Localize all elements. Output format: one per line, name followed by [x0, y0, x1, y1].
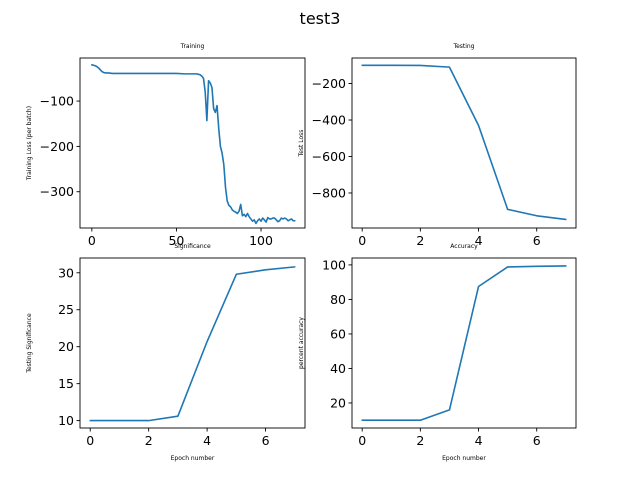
- training-ytick-label: −200: [40, 139, 74, 154]
- testing-axes-frame: [351, 57, 577, 229]
- training-xtick-label: 50: [168, 233, 184, 248]
- accuracy-axes-frame: [351, 257, 577, 429]
- accuracy-title: Accuracy: [450, 243, 478, 250]
- accuracy-xtick-label: 2: [416, 433, 424, 448]
- training-ylabel: Training Loss (per batch): [26, 106, 33, 181]
- significance-title: Significance: [174, 243, 211, 250]
- accuracy-ytick-label: 40: [330, 361, 346, 376]
- accuracy-xtick-label: 6: [533, 433, 541, 448]
- testing-ytick-label: −400: [312, 113, 346, 128]
- significance-xtick-label: 4: [203, 433, 211, 448]
- accuracy-xtick-label: 0: [358, 433, 366, 448]
- testing-title: Testing: [452, 43, 474, 50]
- testing-ytick-label: −800: [312, 185, 346, 200]
- significance-ytick-label: 30: [58, 265, 74, 280]
- testing-ytick-label: −600: [312, 149, 346, 164]
- significance-axes-frame: [79, 257, 306, 429]
- training-axes-frame: [79, 57, 306, 229]
- accuracy-ytick-label: 20: [330, 395, 346, 410]
- testing-xtick-label: 2: [416, 233, 424, 248]
- significance-xtick-label: 6: [262, 433, 270, 448]
- significance-xtick-label: 2: [145, 433, 153, 448]
- significance-xlabel: Epoch number: [171, 455, 215, 462]
- significance-xtick-label: 0: [86, 433, 94, 448]
- training-xtick-label: 100: [249, 233, 273, 248]
- testing-xtick-label: 4: [475, 233, 483, 248]
- testing-xtick-label: 6: [533, 233, 541, 248]
- training-series-line: [91, 64, 296, 225]
- training-xtick-label: 0: [88, 233, 96, 248]
- testing-ylabel: Test Loss: [298, 130, 305, 158]
- accuracy-ytick-label: 60: [330, 326, 346, 341]
- testing-series-line: [361, 64, 567, 221]
- significance-ytick-label: 10: [58, 413, 74, 428]
- accuracy-xtick-label: 4: [475, 433, 483, 448]
- subplot-testing: 0 2 4 6 −200 −400 −600 −800 Testing Test Loss: [298, 43, 577, 248]
- accuracy-xlabel: Epoch number: [442, 455, 486, 462]
- subplot-training: 0 50 100 −100 −200 −300 Training Training Loss …: [26, 43, 306, 248]
- training-title: Training: [180, 43, 205, 50]
- significance-ytick-label: 20: [58, 339, 74, 354]
- accuracy-ytick-label: 80: [330, 292, 346, 307]
- significance-series-line: [89, 266, 296, 422]
- significance-ytick-label: 25: [58, 302, 74, 317]
- subplot-significance: 0 2 4 6 10 15 20 25 30 Significance Testing Signif…: [26, 243, 306, 462]
- accuracy-ylabel: percent accuracy: [298, 317, 305, 369]
- training-ytick-label: −300: [40, 184, 74, 199]
- accuracy-ytick-label: 100: [322, 257, 346, 272]
- testing-xtick-label: 0: [358, 233, 366, 248]
- figure-title: test3: [300, 9, 341, 28]
- accuracy-series-line: [361, 265, 567, 422]
- training-ytick-label: −100: [40, 94, 74, 109]
- significance-ytick-label: 15: [58, 376, 74, 391]
- testing-ytick-label: −200: [312, 76, 346, 91]
- subplot-accuracy: 0 2 4 6 20 40 60 80 100 Accuracy percent accuracy E…: [298, 243, 577, 462]
- significance-ylabel: Testing Significance: [26, 313, 33, 374]
